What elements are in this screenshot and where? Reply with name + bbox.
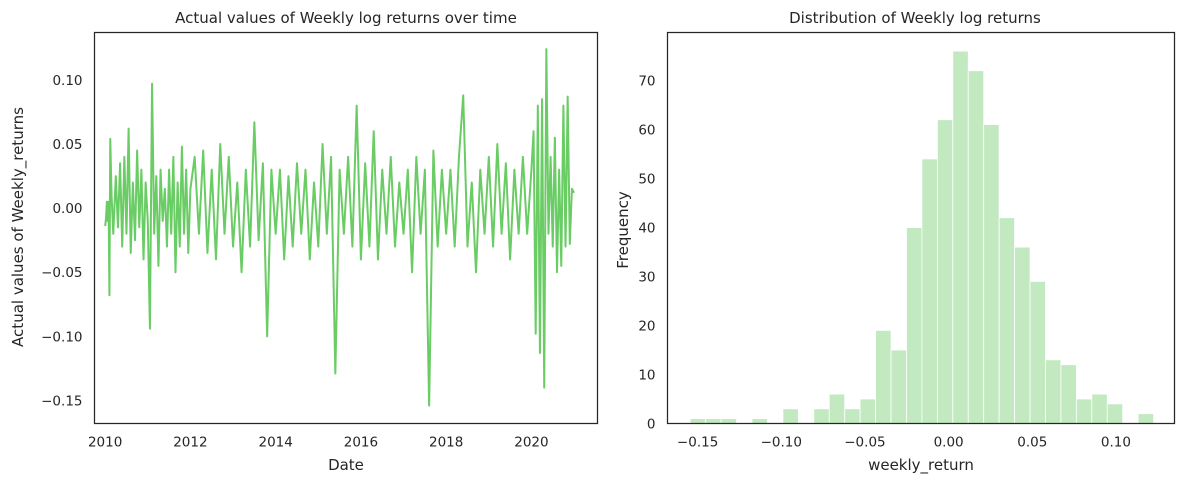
line-chart-y-tick-label: 0.00 (52, 201, 82, 217)
line-chart-title: Actual values of Weekly log returns over… (175, 9, 517, 27)
line-chart-x-axis-label: Date (328, 456, 364, 474)
histogram-bar (1091, 393, 1108, 424)
line-chart-y-tick-label: −0.10 (41, 329, 82, 345)
histogram-title: Distribution of Weekly log returns (789, 9, 1041, 27)
histogram-y-tick-label: 50 (638, 172, 655, 188)
histogram-y-tick-label: 30 (638, 270, 655, 286)
histogram-y-tick-label: 40 (638, 221, 655, 237)
histogram-bar (906, 227, 923, 424)
histogram-x-axis-label: weekly_return (868, 456, 974, 475)
histogram-bar (782, 408, 799, 424)
histogram-bar (844, 408, 861, 424)
line-chart-y-tick-label: −0.05 (41, 265, 82, 281)
line-chart-ticks: 2010 2012 2014 2016 2018 2020 −0.15 −0.10 −0.05 0… (41, 73, 548, 451)
line-chart-y-axis-label: Actual values of Weekly_returns (9, 107, 28, 347)
histogram-bar (689, 418, 707, 424)
histogram-ticks: −0.15 −0.10 −0.05 0.00 0.05 0.10 0 10 20 30 40 50 60… (638, 74, 1131, 451)
histogram-bar (967, 70, 985, 424)
histogram-y-axis-label: Frequency (614, 191, 632, 269)
histogram-x-tick-label: 0.10 (1101, 435, 1131, 451)
line-chart-x-tick-label: 2020 (514, 435, 548, 451)
histogram-y-tick-label: 10 (638, 368, 655, 384)
line-chart-x-tick-label: 2018 (429, 435, 463, 451)
histogram-bar (1060, 364, 1077, 424)
line-chart-y-tick-label: 0.05 (52, 137, 82, 153)
histogram-bar (705, 418, 722, 424)
histogram-chart: Distribution of Weekly log returns weekl… (614, 9, 1176, 475)
histogram-bar (983, 124, 1000, 424)
line-chart-frame (93, 31, 599, 425)
histogram-bar (720, 418, 737, 424)
histogram-bar (952, 50, 969, 424)
line-chart-y-tick-label: −0.15 (41, 393, 82, 409)
histogram-bar (875, 329, 892, 424)
histogram-plot-area (689, 50, 1154, 424)
histogram-bar (936, 119, 954, 424)
histogram-bar (828, 393, 846, 424)
histogram-bar (998, 217, 1015, 424)
histogram-x-tick-label: −0.05 (844, 435, 885, 451)
histogram-bar (859, 398, 876, 424)
histogram-y-tick-label: 20 (638, 319, 655, 335)
histogram-y-tick-label: 70 (638, 74, 655, 90)
histogram-bar (921, 158, 938, 424)
histogram-bar (1137, 413, 1154, 424)
histogram-y-tick-label: 0 (647, 417, 656, 433)
histogram-x-tick-label: 0.00 (934, 435, 964, 451)
line-chart-plot-area (104, 48, 575, 407)
histogram-bar (890, 349, 907, 424)
histogram-bar (1045, 359, 1062, 424)
line-chart-y-tick-label: 0.10 (52, 73, 82, 89)
histogram-bar (813, 408, 830, 424)
line-chart: Actual values of Weekly log returns over… (9, 9, 599, 474)
histogram-bar (1106, 403, 1124, 424)
histogram-x-tick-label: 0.05 (1017, 435, 1047, 451)
line-chart-x-tick-label: 2014 (258, 435, 292, 451)
histogram-x-tick-label: −0.15 (677, 435, 718, 451)
histogram-bar (751, 418, 768, 424)
histogram-bar (1029, 281, 1046, 424)
histogram-frame (666, 31, 1176, 425)
line-chart-x-tick-label: 2016 (344, 435, 378, 451)
histogram-bar (1075, 398, 1093, 424)
histogram-bar (1014, 246, 1031, 424)
histogram-y-tick-label: 60 (638, 123, 655, 139)
line-chart-x-tick-label: 2012 (173, 435, 207, 451)
line-chart-x-tick-label: 2010 (88, 435, 122, 451)
histogram-x-tick-label: −0.10 (761, 435, 802, 451)
weekly-returns-line (104, 48, 575, 407)
